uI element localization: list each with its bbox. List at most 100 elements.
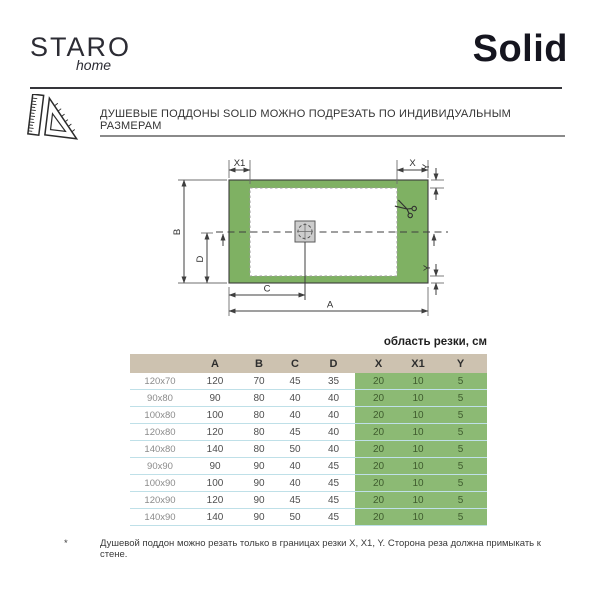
value-cell: 40 (312, 423, 355, 441)
value-cell: 10 (402, 373, 434, 390)
ruler-triangle-icon (27, 94, 79, 140)
value-cell: 90 (240, 491, 278, 509)
column-header-y: Y (434, 354, 487, 373)
table-row: 140x90 140 90 50 45 20 10 5 (130, 508, 487, 526)
value-cell: 5 (434, 491, 487, 509)
value-cell: 45 (278, 373, 312, 390)
value-cell: 10 (402, 474, 434, 492)
dim-label-y-bottom: Y (422, 264, 433, 271)
table-row: 100x80 100 80 40 40 20 10 5 (130, 406, 487, 424)
dim-label-a: A (327, 300, 334, 311)
table-row: 140x80 140 80 50 40 20 10 5 (130, 440, 487, 458)
value-cell: 50 (278, 508, 312, 526)
footnote-marker: * (64, 538, 68, 549)
value-cell: 10 (402, 423, 434, 441)
table-header-row: A B C D X X1 Y (130, 354, 487, 373)
table-row: 100x90 100 90 40 45 20 10 5 (130, 474, 487, 492)
size-cell: 120x80 (130, 423, 190, 441)
value-cell: 40 (278, 474, 312, 492)
value-cell: 40 (312, 389, 355, 407)
dim-label-x: X (409, 158, 416, 169)
value-cell: 90 (240, 457, 278, 475)
value-cell: 80 (240, 440, 278, 458)
value-cell: 50 (278, 440, 312, 458)
value-cell: 10 (402, 491, 434, 509)
column-header-size (130, 354, 190, 373)
value-cell: 5 (434, 474, 487, 492)
column-header-c: C (278, 354, 312, 373)
table-row: 90x90 90 90 40 45 20 10 5 (130, 457, 487, 475)
value-cell: 90 (240, 474, 278, 492)
dim-label-c: C (264, 284, 271, 295)
size-cell: 140x80 (130, 440, 190, 458)
table-row: 120x90 120 90 45 45 20 10 5 (130, 491, 487, 509)
dim-label-b: B (172, 229, 183, 235)
table-row: 90x80 90 80 40 40 20 10 5 (130, 389, 487, 407)
value-cell: 45 (278, 491, 312, 509)
value-cell: 10 (402, 389, 434, 407)
value-cell: 5 (434, 373, 487, 390)
cut-area-label: область резки, см (383, 336, 487, 348)
value-cell: 140 (190, 440, 240, 458)
value-cell: 120 (190, 373, 240, 390)
value-cell: 20 (355, 389, 402, 407)
value-cell: 35 (312, 373, 355, 390)
value-cell: 20 (355, 491, 402, 509)
value-cell: 20 (355, 457, 402, 475)
brand-text: STARO (30, 32, 132, 62)
size-cell: 90x80 (130, 389, 190, 407)
value-cell: 20 (355, 440, 402, 458)
size-cell: 120x70 (130, 373, 190, 390)
value-cell: 80 (240, 406, 278, 424)
size-cell: 120x90 (130, 491, 190, 509)
header-rule (30, 87, 562, 89)
value-cell: 10 (402, 440, 434, 458)
column-header-d: D (312, 354, 355, 373)
column-header-x: X (355, 354, 402, 373)
brand-logo: STARO home (30, 32, 132, 73)
value-cell: 80 (240, 423, 278, 441)
value-cell: 45 (312, 474, 355, 492)
drain-icon (294, 220, 316, 243)
size-table: A B C D X X1 Y 120x70 120 70 45 35 20 10… (130, 354, 487, 526)
value-cell: 45 (312, 508, 355, 526)
value-cell: 20 (355, 406, 402, 424)
value-cell: 5 (434, 389, 487, 407)
value-cell: 45 (312, 491, 355, 509)
size-cell: 90x90 (130, 457, 190, 475)
value-cell: 10 (402, 406, 434, 424)
subtitle-rule (100, 135, 565, 137)
footnote-text: Душевой поддон можно резать только в гра… (100, 538, 541, 560)
product-title: Solid (472, 28, 568, 70)
value-cell: 20 (355, 423, 402, 441)
value-cell: 90 (240, 508, 278, 526)
column-header-b: B (240, 354, 278, 373)
dim-label-y-top: Y (421, 163, 432, 170)
value-cell: 10 (402, 508, 434, 526)
brand-subtext: home (76, 57, 112, 73)
value-cell: 20 (355, 373, 402, 390)
value-cell: 40 (312, 406, 355, 424)
value-cell: 5 (434, 508, 487, 526)
value-cell: 100 (190, 474, 240, 492)
size-table-body: 120x70 120 70 45 35 20 10 5 90x80 90 80 … (130, 373, 487, 526)
value-cell: 10 (402, 457, 434, 475)
value-cell: 45 (312, 457, 355, 475)
value-cell: 80 (240, 389, 278, 407)
value-cell: 120 (190, 423, 240, 441)
value-cell: 40 (278, 406, 312, 424)
column-header-a: A (190, 354, 240, 373)
value-cell: 5 (434, 440, 487, 458)
size-cell: 100x80 (130, 406, 190, 424)
size-cell: 140x90 (130, 508, 190, 526)
footnote: * Душевой поддон можно резать только в г… (64, 538, 569, 560)
dim-label-x1: X1 (234, 158, 246, 169)
size-cell: 100x90 (130, 474, 190, 492)
value-cell: 40 (278, 389, 312, 407)
table-row: 120x70 120 70 45 35 20 10 5 (130, 373, 487, 390)
tray-diagram: X1 X Y B D C A (172, 158, 448, 316)
value-cell: 45 (278, 423, 312, 441)
value-cell: 40 (278, 457, 312, 475)
value-cell: 100 (190, 406, 240, 424)
